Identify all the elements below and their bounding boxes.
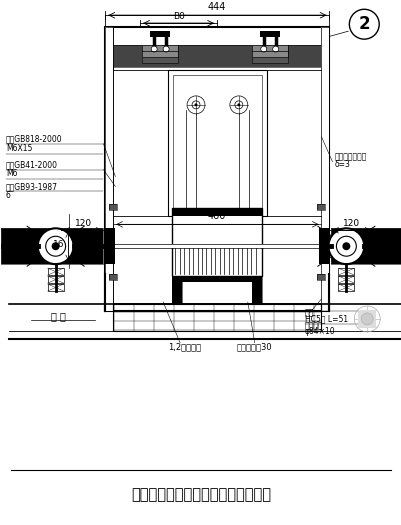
Text: 支 座: 支 座 xyxy=(51,311,66,321)
Bar xyxy=(251,57,287,63)
Bar xyxy=(251,45,287,57)
Bar xyxy=(105,244,328,248)
Bar xyxy=(172,246,261,276)
Text: φ84×10: φ84×10 xyxy=(304,328,334,337)
Text: 聚氮耳容棙30: 聚氮耳容棙30 xyxy=(236,343,272,352)
Text: M6: M6 xyxy=(6,169,17,178)
Circle shape xyxy=(151,46,157,52)
Bar xyxy=(142,57,178,63)
Text: 16: 16 xyxy=(53,240,65,249)
Bar xyxy=(321,27,328,311)
Circle shape xyxy=(348,9,378,39)
Text: 120: 120 xyxy=(342,219,360,228)
Bar xyxy=(1,228,103,264)
Circle shape xyxy=(38,228,73,264)
Bar xyxy=(172,208,261,246)
Bar xyxy=(330,228,400,264)
Text: 6: 6 xyxy=(6,191,11,200)
Bar xyxy=(109,204,117,211)
Text: δ=3: δ=3 xyxy=(334,160,349,169)
Text: 1,2厚辅垆板: 1,2厚辅垆板 xyxy=(168,343,201,352)
Circle shape xyxy=(46,236,65,256)
Bar xyxy=(317,274,325,280)
Circle shape xyxy=(52,242,59,250)
Text: 螺每GB41-2000: 螺每GB41-2000 xyxy=(6,160,58,169)
Bar xyxy=(172,276,182,304)
Circle shape xyxy=(328,228,363,264)
Circle shape xyxy=(237,103,240,107)
Bar xyxy=(113,45,321,67)
Bar xyxy=(172,208,261,216)
Circle shape xyxy=(272,46,278,52)
Bar xyxy=(168,70,266,216)
Circle shape xyxy=(192,101,200,109)
Circle shape xyxy=(336,236,355,256)
Bar xyxy=(105,27,113,311)
Text: M6X15: M6X15 xyxy=(6,144,32,153)
Bar xyxy=(338,276,353,283)
Circle shape xyxy=(163,46,169,52)
Bar xyxy=(150,31,170,37)
Text: 角片: 角片 xyxy=(304,308,313,318)
Text: 某点支式玻璃幕墙垂直节点图（二）: 某点支式玻璃幕墙垂直节点图（二） xyxy=(131,488,270,502)
Text: 弹埪GB93-1987: 弹埪GB93-1987 xyxy=(6,182,58,191)
Bar xyxy=(317,274,325,280)
Bar xyxy=(172,208,261,246)
Text: HC5层 L=51: HC5层 L=51 xyxy=(304,314,347,323)
Bar xyxy=(172,276,182,304)
Bar xyxy=(48,284,63,291)
Bar xyxy=(109,274,117,280)
Circle shape xyxy=(234,101,242,109)
Bar xyxy=(105,27,113,311)
Bar xyxy=(142,45,178,57)
Circle shape xyxy=(229,96,247,114)
Text: 444: 444 xyxy=(207,2,225,12)
Text: B0: B0 xyxy=(172,12,184,21)
Bar xyxy=(105,228,115,264)
Bar xyxy=(173,75,261,212)
Bar xyxy=(1,228,103,264)
Text: 2: 2 xyxy=(358,15,369,33)
Bar xyxy=(172,276,261,282)
Circle shape xyxy=(260,46,266,52)
Text: 螺每GB818-2000: 螺每GB818-2000 xyxy=(6,134,62,143)
Bar xyxy=(321,27,328,311)
Bar xyxy=(317,204,325,211)
Circle shape xyxy=(186,96,205,114)
Circle shape xyxy=(194,103,197,107)
Text: 460: 460 xyxy=(207,212,225,222)
Bar xyxy=(113,304,321,331)
Text: 16: 16 xyxy=(369,240,381,249)
Bar xyxy=(48,276,63,283)
Text: 锦润钉头: 锦润钉头 xyxy=(304,321,322,330)
Bar xyxy=(338,284,353,291)
Bar xyxy=(105,27,328,311)
Bar xyxy=(48,268,63,275)
Bar xyxy=(319,228,328,264)
Bar xyxy=(259,31,279,37)
Bar xyxy=(142,57,178,63)
Bar xyxy=(330,228,400,264)
Text: 横向流水辅助板: 横向流水辅助板 xyxy=(334,152,366,161)
Bar xyxy=(109,274,117,280)
Bar xyxy=(251,276,261,304)
Bar xyxy=(251,57,287,63)
Bar xyxy=(113,45,321,67)
Bar xyxy=(251,276,261,304)
Bar xyxy=(109,204,117,211)
Text: 120: 120 xyxy=(74,219,91,228)
Bar xyxy=(251,45,287,57)
Bar xyxy=(142,45,178,57)
Bar xyxy=(172,246,261,276)
Bar xyxy=(317,204,325,211)
Circle shape xyxy=(342,242,349,250)
Bar xyxy=(338,268,353,275)
Bar xyxy=(357,310,375,328)
Circle shape xyxy=(360,313,372,325)
Bar xyxy=(113,27,321,303)
